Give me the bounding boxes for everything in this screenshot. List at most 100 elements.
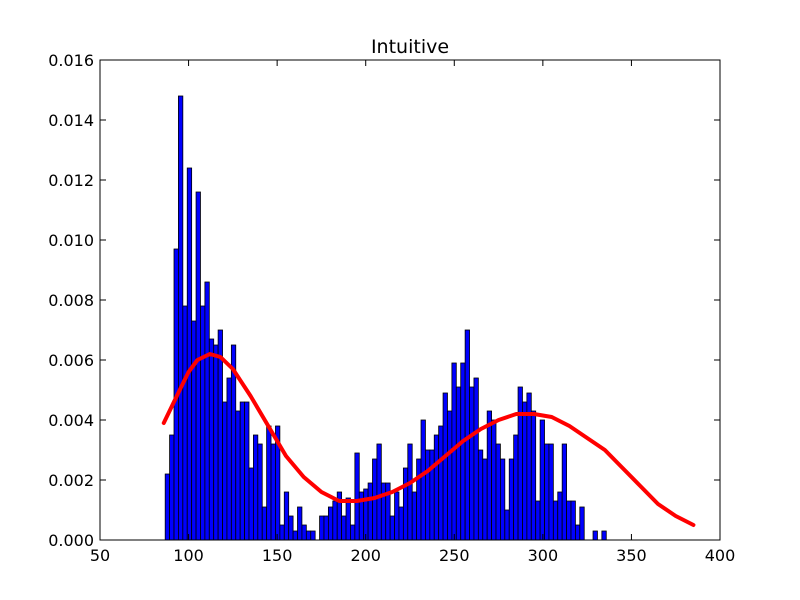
histogram-bar (178, 95, 184, 541)
histogram-bar (544, 443, 550, 541)
y-tick-label: 0.008 (48, 291, 94, 310)
histogram-bar (460, 362, 466, 541)
y-tick-label: 0.000 (48, 531, 94, 550)
histogram-bar (575, 524, 581, 541)
histogram-bar (469, 386, 475, 541)
histogram-bar (402, 467, 409, 541)
histogram-bar (301, 524, 307, 541)
histogram-bar (522, 401, 528, 541)
histogram-bar (442, 392, 448, 541)
histogram-bar (552, 500, 559, 541)
histogram-bar (208, 338, 215, 541)
histogram-bar (169, 434, 175, 541)
y-tick-label: 0.016 (48, 51, 94, 70)
histogram-bar (566, 500, 572, 541)
histogram-bar (164, 473, 171, 541)
histogram-bar (504, 509, 510, 541)
histogram-bar (350, 524, 356, 541)
histogram-bar (235, 410, 241, 541)
histogram-bar (310, 530, 316, 541)
histogram-bar (420, 419, 426, 541)
histogram-bar (253, 434, 259, 541)
histogram-bars (164, 95, 607, 541)
histogram-bar (270, 443, 276, 541)
histogram-bar (389, 515, 395, 541)
x-tick-label: 100 (173, 546, 204, 565)
histogram-bar (341, 515, 347, 541)
histogram-bar (279, 524, 285, 541)
x-tick-label: 250 (439, 546, 470, 565)
histogram-bar (500, 458, 506, 541)
histogram-bar (266, 425, 272, 541)
y-tick-label: 0.010 (48, 231, 94, 250)
histogram-bar (592, 530, 598, 541)
histogram-bar (455, 386, 462, 541)
histogram-bar (548, 443, 554, 541)
x-tick-label: 150 (262, 546, 293, 565)
histogram-bar (407, 443, 413, 541)
histogram-bar (535, 500, 541, 541)
histogram-bar (200, 305, 206, 541)
y-tick-label: 0.014 (48, 111, 94, 130)
chart-title: Intuitive (371, 36, 449, 58)
histogram-bar (416, 458, 422, 541)
histogram-bar (226, 377, 232, 541)
y-tick-label: 0.004 (48, 411, 94, 430)
histogram-bar (186, 167, 193, 541)
histogram-bar (244, 401, 250, 541)
y-tick-label: 0.002 (48, 471, 94, 490)
histogram-bar (283, 491, 290, 541)
x-tick-label: 400 (705, 546, 736, 565)
histogram-bar (261, 506, 268, 541)
histogram-bar (297, 506, 303, 541)
x-tick-label: 200 (350, 546, 381, 565)
histogram-bar (191, 320, 197, 541)
histogram-bar (239, 401, 245, 541)
histogram-bar (257, 443, 263, 541)
histogram-bar (486, 410, 492, 541)
histogram-bar (491, 419, 497, 541)
histogram-bar (579, 506, 585, 541)
histogram-bar (217, 329, 223, 541)
histogram-bar (367, 482, 373, 541)
histogram-bar (561, 443, 567, 541)
histogram-bar (182, 305, 188, 541)
histogram-bar (570, 500, 576, 541)
histogram-bar (513, 434, 519, 541)
histogram-bar (195, 191, 201, 541)
histogram-bar (248, 467, 254, 541)
x-axis: 50 100 150 200 250 300 350 400 (90, 60, 735, 565)
histogram-bar (447, 410, 453, 541)
histogram-bar (438, 425, 444, 541)
histogram-bar (601, 530, 607, 541)
histogram-bar (332, 500, 338, 541)
histogram-bar (327, 506, 334, 541)
density-curve (161, 352, 696, 527)
histogram-bar (222, 401, 228, 541)
histogram-bar (473, 377, 479, 541)
histogram-bar (376, 443, 382, 541)
histogram-bar (508, 458, 515, 541)
histogram-bar (305, 530, 312, 541)
y-tick-label: 0.006 (48, 351, 94, 370)
histogram-bar (204, 281, 210, 541)
histogram-bar (517, 386, 523, 541)
y-tick-label: 0.012 (48, 171, 94, 190)
histogram-bar (345, 497, 351, 541)
histogram-bar (213, 344, 219, 541)
histogram-bar (354, 452, 360, 541)
histogram-bar (292, 530, 298, 541)
histogram-bar (425, 449, 431, 541)
histogram-bar (557, 491, 563, 541)
histogram-bar (411, 491, 418, 541)
histogram-bar (363, 488, 369, 541)
histogram-bar (398, 506, 404, 541)
x-tick-label: 50 (90, 546, 110, 565)
histogram-bar (433, 434, 440, 541)
histogram-bar (539, 419, 545, 541)
histogram-bar (288, 515, 294, 541)
y-axis: 0.000 0.002 0.004 0.006 0.008 0.010 0.012 0.014… (48, 51, 720, 550)
histogram-bar (482, 458, 488, 541)
histogram-bar (394, 491, 400, 541)
